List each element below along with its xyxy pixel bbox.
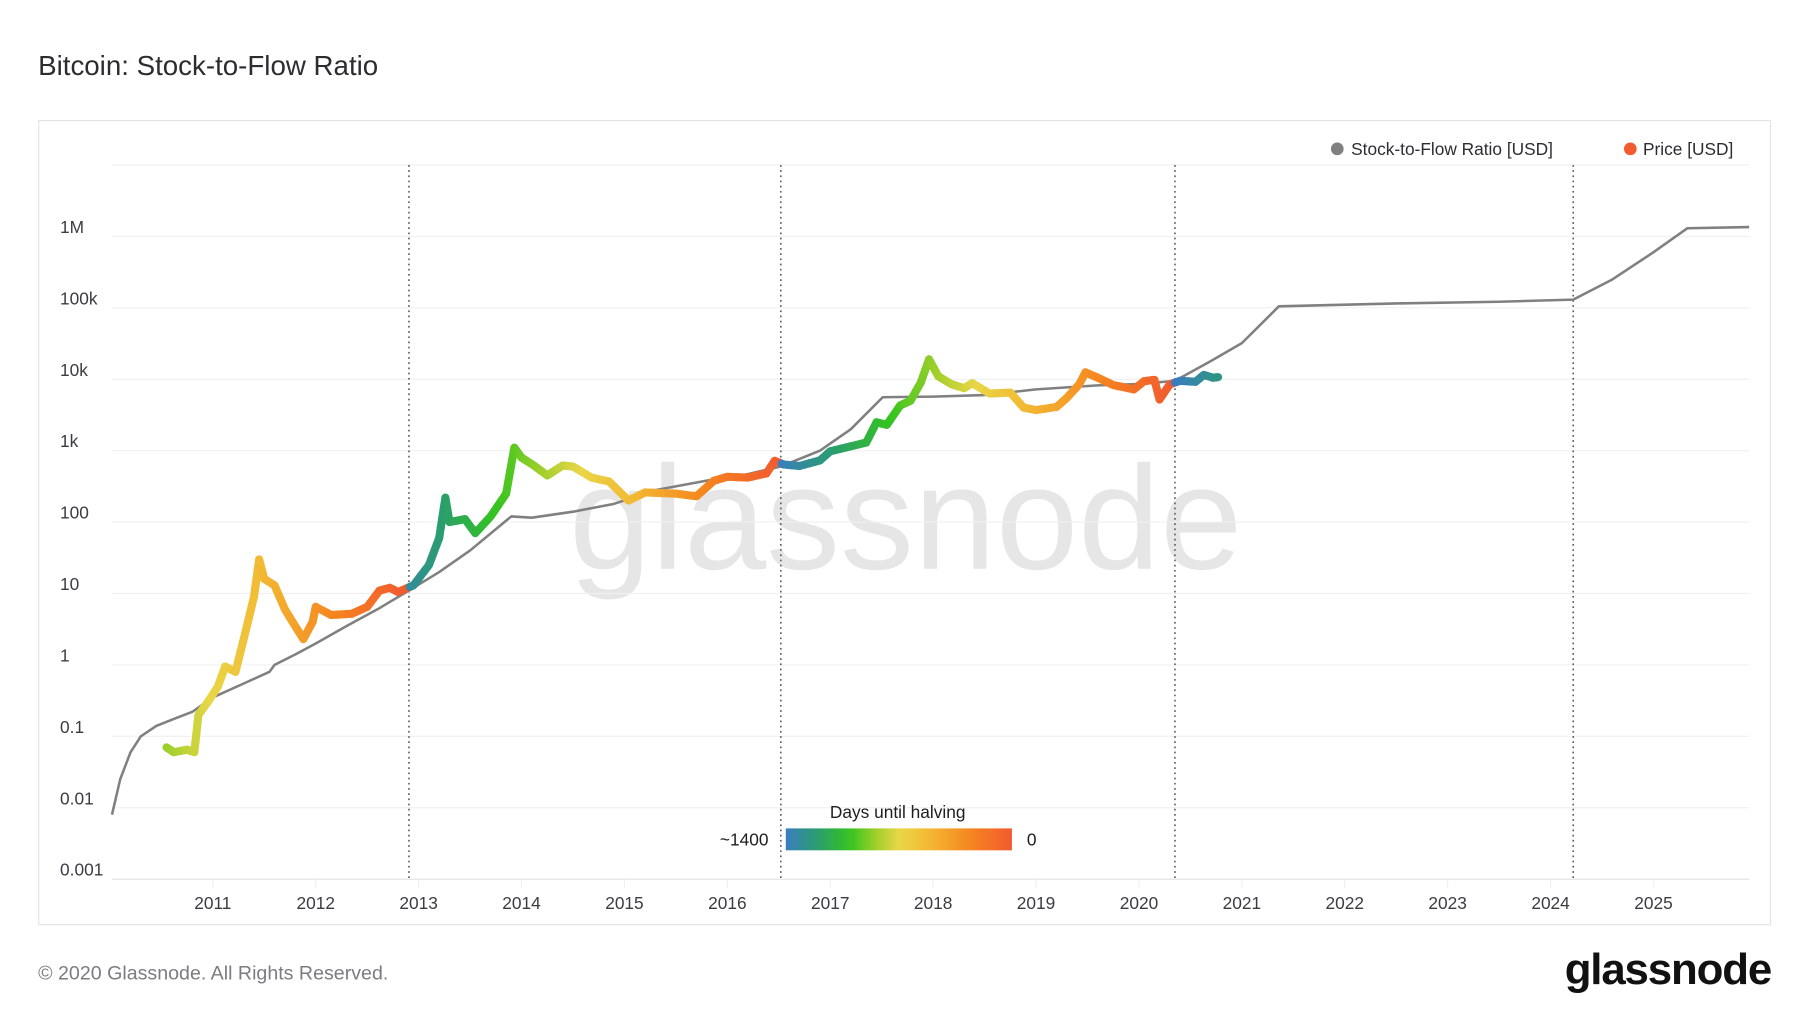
legend-label: Stock-to-Flow Ratio [USD]: [1351, 139, 1553, 159]
y-tick-label: 0.001: [60, 860, 103, 880]
legend-item-s2f[interactable]: Stock-to-Flow Ratio [USD]: [1330, 139, 1553, 159]
colorbar: Days until halving ~1400 0: [720, 802, 1037, 851]
x-tick-label: 2017: [811, 893, 849, 913]
y-tick-label: 10: [60, 574, 79, 594]
y-tick-label: 1: [60, 645, 70, 665]
x-axis: 2011 2012 2013 2014 2015 2016 2017 2018 2019 2020…: [194, 879, 1673, 913]
y-tick-label: 0.01: [60, 788, 94, 808]
y-tick-label: 100: [60, 503, 89, 523]
x-tick-label: 2021: [1223, 893, 1261, 913]
y-tick-label: 0.1: [60, 717, 84, 737]
x-tick-label: 2016: [708, 893, 746, 913]
legend-dot-icon: [1623, 142, 1637, 156]
legend-dot-icon: [1330, 142, 1344, 156]
y-axis: 1M 100k 10k 1k 100 10 1 0.1 0.01 0.001: [60, 217, 103, 880]
colorbar-max-label: 0: [1027, 830, 1037, 850]
legend-item-price[interactable]: Price [USD]: [1623, 139, 1733, 159]
x-tick-label: 2022: [1326, 893, 1364, 913]
colorbar-min-label: ~1400: [720, 830, 769, 850]
page-title: Bitcoin: Stock-to-Flow Ratio: [38, 50, 378, 81]
glassnode-logo[interactable]: glassnode: [1565, 945, 1773, 994]
y-tick-label: 100k: [60, 288, 98, 308]
y-tick-label: 1k: [60, 431, 79, 451]
x-tick-label: 2020: [1120, 893, 1158, 913]
chart-frame: [38, 119, 1772, 926]
colorbar-title: Days until halving: [830, 802, 966, 822]
x-tick-label: 2013: [399, 893, 437, 913]
x-tick-label: 2023: [1428, 893, 1466, 913]
grid: [111, 164, 1750, 880]
legend-label: Price [USD]: [1643, 139, 1733, 159]
x-tick-label: 2011: [194, 893, 231, 913]
x-tick-label: 2015: [605, 893, 643, 913]
price-series: [162, 355, 1223, 757]
y-tick-label: 10k: [60, 360, 88, 380]
watermark: glassnode: [569, 436, 1242, 601]
legend: Stock-to-Flow Ratio [USD] Price [USD]: [1330, 139, 1733, 159]
colorbar-gradient: [785, 828, 1012, 851]
x-tick-label: 2018: [914, 893, 952, 913]
x-tick-label: 2014: [502, 893, 541, 913]
copyright: © 2020 Glassnode. All Rights Reserved.: [38, 963, 388, 985]
x-tick-label: 2025: [1634, 893, 1672, 913]
y-tick-label: 1M: [60, 217, 84, 237]
x-tick-label: 2019: [1017, 893, 1055, 913]
x-tick-label: 2024: [1531, 893, 1570, 913]
x-tick-label: 2012: [296, 893, 334, 913]
